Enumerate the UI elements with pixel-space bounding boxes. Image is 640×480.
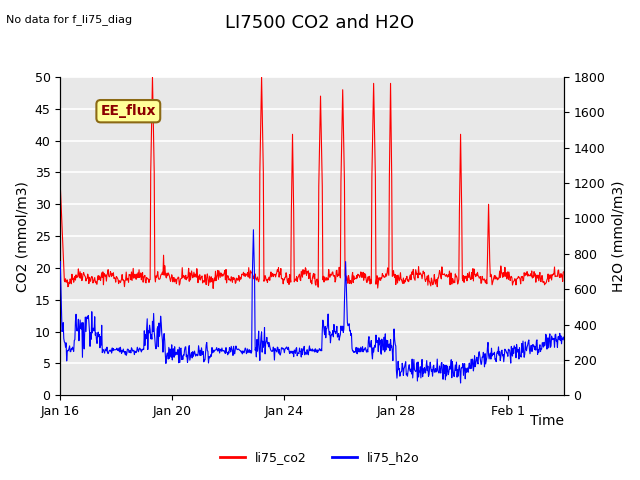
Text: LI7500 CO2 and H2O: LI7500 CO2 and H2O <box>225 14 415 33</box>
Y-axis label: CO2 (mmol/m3): CO2 (mmol/m3) <box>15 180 29 291</box>
Text: No data for f_li75_diag: No data for f_li75_diag <box>6 14 132 25</box>
Y-axis label: H2O (mmol/m3): H2O (mmol/m3) <box>611 180 625 292</box>
Legend: li75_co2, li75_h2o: li75_co2, li75_h2o <box>215 446 425 469</box>
Text: EE_flux: EE_flux <box>100 104 156 118</box>
X-axis label: Time: Time <box>530 414 564 428</box>
